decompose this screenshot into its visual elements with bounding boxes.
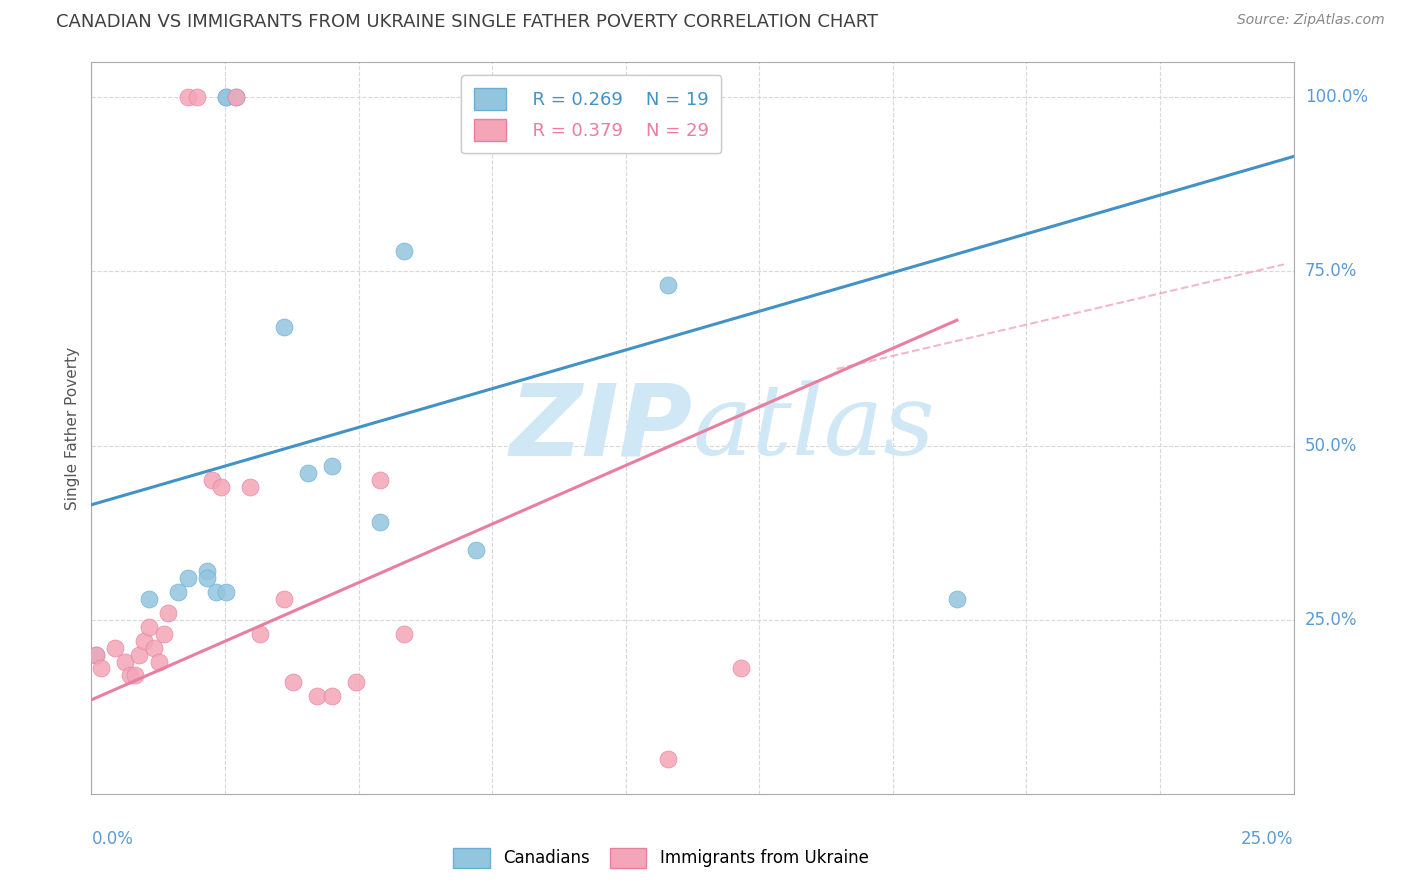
Text: 0.0%: 0.0% bbox=[91, 830, 134, 848]
Point bbox=[84, 648, 107, 662]
Point bbox=[215, 585, 238, 599]
Point bbox=[84, 648, 107, 662]
Point bbox=[104, 640, 127, 655]
Point bbox=[321, 690, 343, 704]
Point bbox=[215, 90, 238, 104]
Point bbox=[195, 571, 218, 585]
Point bbox=[249, 626, 271, 640]
Point bbox=[176, 571, 198, 585]
Point bbox=[176, 90, 198, 104]
Text: 25.0%: 25.0% bbox=[1241, 830, 1294, 848]
Y-axis label: Single Father Poverty: Single Father Poverty bbox=[65, 347, 80, 509]
Text: atlas: atlas bbox=[692, 381, 935, 475]
Point bbox=[215, 90, 238, 104]
Point bbox=[205, 585, 228, 599]
Point bbox=[225, 90, 247, 104]
Point bbox=[124, 668, 146, 682]
Point bbox=[152, 626, 174, 640]
Point bbox=[201, 474, 224, 488]
Point bbox=[209, 480, 232, 494]
Text: 25.0%: 25.0% bbox=[1305, 611, 1357, 629]
Text: ZIP: ZIP bbox=[509, 380, 692, 476]
Point bbox=[273, 591, 295, 606]
Point bbox=[392, 244, 415, 258]
Point bbox=[186, 90, 208, 104]
Point bbox=[657, 752, 679, 766]
Point bbox=[142, 640, 165, 655]
Point bbox=[465, 543, 488, 558]
Legend: Canadians, Immigrants from Ukraine: Canadians, Immigrants from Ukraine bbox=[446, 841, 876, 875]
Point bbox=[148, 655, 170, 669]
Legend:   R = 0.269    N = 19,   R = 0.379    N = 29: R = 0.269 N = 19, R = 0.379 N = 29 bbox=[461, 75, 721, 153]
Point bbox=[167, 585, 190, 599]
Point bbox=[118, 668, 141, 682]
Point bbox=[195, 564, 218, 578]
Point bbox=[321, 459, 343, 474]
Point bbox=[307, 690, 329, 704]
Point bbox=[368, 515, 391, 529]
Point bbox=[239, 480, 262, 494]
Point bbox=[344, 675, 367, 690]
Point bbox=[138, 591, 160, 606]
Point bbox=[157, 606, 180, 620]
Point bbox=[128, 648, 150, 662]
Point bbox=[730, 661, 752, 675]
Point bbox=[946, 591, 969, 606]
Point bbox=[657, 278, 679, 293]
Point bbox=[138, 620, 160, 634]
Point bbox=[225, 90, 247, 104]
Point bbox=[368, 474, 391, 488]
Point bbox=[114, 655, 136, 669]
Point bbox=[297, 467, 319, 481]
Text: 75.0%: 75.0% bbox=[1305, 262, 1357, 280]
Point bbox=[273, 320, 295, 334]
Text: 50.0%: 50.0% bbox=[1305, 436, 1357, 455]
Text: 100.0%: 100.0% bbox=[1305, 88, 1368, 106]
Text: Source: ZipAtlas.com: Source: ZipAtlas.com bbox=[1237, 13, 1385, 28]
Point bbox=[90, 661, 112, 675]
Text: CANADIAN VS IMMIGRANTS FROM UKRAINE SINGLE FATHER POVERTY CORRELATION CHART: CANADIAN VS IMMIGRANTS FROM UKRAINE SING… bbox=[56, 13, 879, 31]
Point bbox=[134, 633, 156, 648]
Point bbox=[283, 675, 305, 690]
Point bbox=[392, 626, 415, 640]
